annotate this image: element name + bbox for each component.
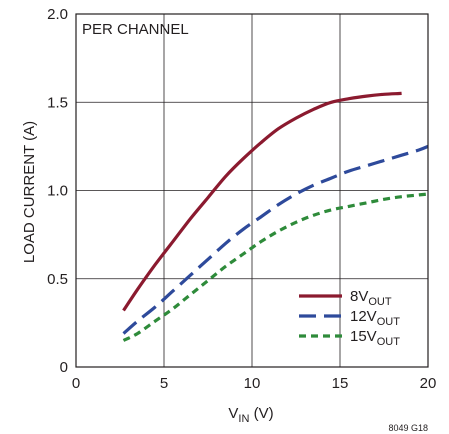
chart-grid [76, 14, 428, 367]
x-axis-title-main: V [228, 405, 238, 422]
tick-labels: 0 5 10 15 20 0 0.5 1.0 1.5 2.0 [47, 6, 436, 392]
y-axis-title: LOAD CURRENT (A) [21, 121, 38, 263]
x-tick-label: 5 [160, 375, 168, 392]
legend-label-main: 15V [350, 328, 377, 345]
legend-label-subscript: OUT [368, 296, 392, 308]
y-tick-label: 0 [60, 359, 68, 376]
x-axis-title-subscript: IN [238, 413, 249, 425]
x-tick-label: 10 [244, 375, 261, 392]
series-line-2 [122, 144, 429, 335]
legend-label-subscript: OUT [377, 316, 401, 328]
y-tick-label: 1.0 [47, 183, 68, 200]
y-tick-label: 0.5 [47, 271, 68, 288]
x-axis-title-unit: (V) [249, 405, 273, 422]
plot-frame [75, 13, 429, 368]
series-line-1 [122, 91, 402, 312]
legend-label-subscript: OUT [377, 336, 401, 348]
x-axis-title: VIN (V) [228, 405, 273, 425]
per-channel-annotation: PER CHANNEL [82, 21, 189, 38]
x-tick-label: 15 [332, 375, 349, 392]
legend-label-main: 12V [350, 308, 377, 325]
y-tick-label: 2.0 [47, 6, 68, 23]
chart-series [122, 91, 429, 342]
legend-label-main: 8V [350, 288, 368, 305]
legend-label-1: 8VOUT [350, 288, 392, 308]
legend-label-3: 15VOUT [350, 328, 400, 348]
figure-code: 8049 G18 [388, 423, 428, 433]
x-tick-label: 20 [420, 375, 437, 392]
legend-label-2: 12VOUT [350, 308, 400, 328]
y-tick-label: 1.5 [47, 94, 68, 111]
series-line-3 [122, 192, 429, 342]
x-tick-label: 0 [72, 375, 80, 392]
